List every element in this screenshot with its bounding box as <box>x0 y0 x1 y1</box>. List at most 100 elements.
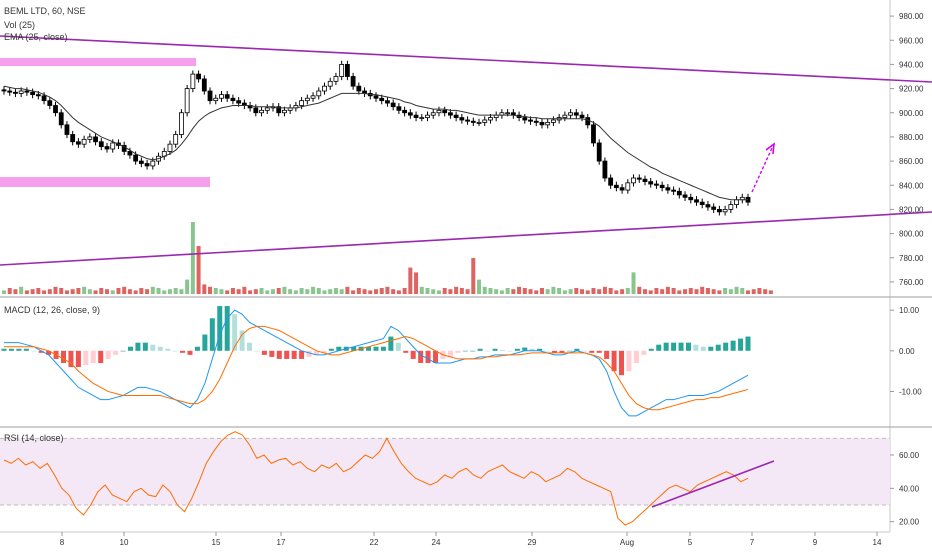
candle-body <box>1 89 7 92</box>
candle-body <box>425 114 430 118</box>
volume-bar <box>442 288 447 294</box>
price-tick-label: 940.00 <box>899 60 924 69</box>
macd-histogram-bar <box>418 350 424 363</box>
candle-body <box>236 100 242 104</box>
candle-body <box>213 97 219 102</box>
candle-body <box>144 163 150 167</box>
volume-bar <box>145 289 150 294</box>
candle-body <box>688 196 694 201</box>
volume-bar <box>248 290 253 294</box>
candle-body <box>631 177 636 184</box>
macd-histogram-bar <box>395 342 401 351</box>
macd-histogram-bar <box>90 350 96 363</box>
macd-histogram-bar <box>254 350 260 352</box>
volume-bar <box>76 288 81 294</box>
volume-bar <box>30 289 35 294</box>
candle-body <box>184 88 190 114</box>
candle-body <box>436 109 442 114</box>
macd-histogram-bar <box>261 350 267 355</box>
macd-histogram-bar <box>425 350 431 363</box>
volume-bar <box>688 288 693 294</box>
volume-bar <box>728 289 733 294</box>
volume-bar <box>620 289 625 294</box>
candle-body <box>18 90 24 94</box>
volume-bar <box>282 286 287 294</box>
volume-bar <box>425 288 430 294</box>
volume-bar <box>642 289 647 294</box>
ema-line <box>3 85 748 201</box>
candle-body <box>505 112 511 115</box>
volume-bar <box>768 290 773 294</box>
candle-body <box>579 114 585 118</box>
candle-body <box>316 90 322 97</box>
volume-bar <box>299 288 304 294</box>
candle-body <box>659 184 665 189</box>
candle-body <box>173 134 179 145</box>
volume-bar <box>608 288 613 294</box>
volume-bar <box>419 286 424 294</box>
price-tick-label: 780.00 <box>899 254 924 263</box>
macd-tick-label: 0.00 <box>899 347 915 356</box>
macd-histogram-bar <box>730 340 736 351</box>
macd-histogram-bar <box>708 346 714 351</box>
macd-histogram-bar <box>738 338 744 351</box>
macd-histogram-bar <box>276 350 282 359</box>
macd-histogram-bar <box>522 347 528 351</box>
macd-line <box>4 309 749 417</box>
macd-histogram-bar <box>113 350 119 355</box>
candle-body <box>93 136 98 143</box>
volume-bar <box>276 288 281 294</box>
signal-line <box>4 325 749 411</box>
macd-histogram-bar <box>38 350 44 353</box>
candle-body <box>87 136 93 140</box>
candle-body <box>625 182 631 191</box>
volume-bar <box>751 289 756 294</box>
volume-bar <box>477 279 482 294</box>
macd-histogram-bar <box>180 350 186 353</box>
candle-body <box>596 142 602 162</box>
volume-bar <box>551 286 556 294</box>
candle-body <box>419 117 425 119</box>
volume-bar <box>431 289 436 294</box>
volume-bar <box>64 290 69 294</box>
macd-histogram-bar <box>351 346 357 351</box>
candle-body <box>591 124 596 144</box>
candle-body <box>465 119 470 122</box>
rsi-panel: 60.00 40.00 20.00 8 10 15 17 22 24 29 Aug 5 7 9 14 <box>0 431 920 547</box>
volume-bar <box>374 289 378 294</box>
macd-histogram-bar <box>433 350 439 363</box>
volume-bar <box>345 286 350 294</box>
macd-tick-label: 10.00 <box>899 306 920 315</box>
candle-body <box>551 119 556 123</box>
macd-histogram-bar <box>373 346 379 351</box>
candle-body <box>64 124 70 135</box>
candle-body <box>528 119 533 122</box>
candle-body <box>642 178 648 183</box>
macd-tick-label: -10.00 <box>899 387 922 396</box>
volume-bar <box>190 222 195 294</box>
volume-bar <box>162 290 167 294</box>
volume-bar <box>53 286 58 294</box>
candle-body <box>636 177 642 180</box>
candle-body <box>35 94 41 97</box>
volume-bar <box>368 290 373 294</box>
candle-body <box>676 190 682 196</box>
price-tick-label: 860.00 <box>899 157 924 166</box>
candle-body <box>7 90 13 93</box>
candle-body <box>24 90 30 93</box>
macd-histogram-bar <box>98 350 104 363</box>
candle-body <box>453 114 459 118</box>
volume-bar <box>557 288 562 294</box>
macd-histogram-bar <box>142 342 148 351</box>
candle-body <box>373 95 379 99</box>
volume-bar <box>36 288 41 294</box>
candle-body <box>573 112 579 116</box>
time-tick-label: 8 <box>60 538 65 547</box>
volume-bar <box>459 288 464 294</box>
volume-bar <box>677 290 682 294</box>
candle-body <box>333 76 339 82</box>
volume-bar <box>763 289 768 294</box>
candle-body <box>442 109 448 114</box>
macd-histogram-bar <box>157 346 163 351</box>
volume-bar <box>482 286 487 294</box>
